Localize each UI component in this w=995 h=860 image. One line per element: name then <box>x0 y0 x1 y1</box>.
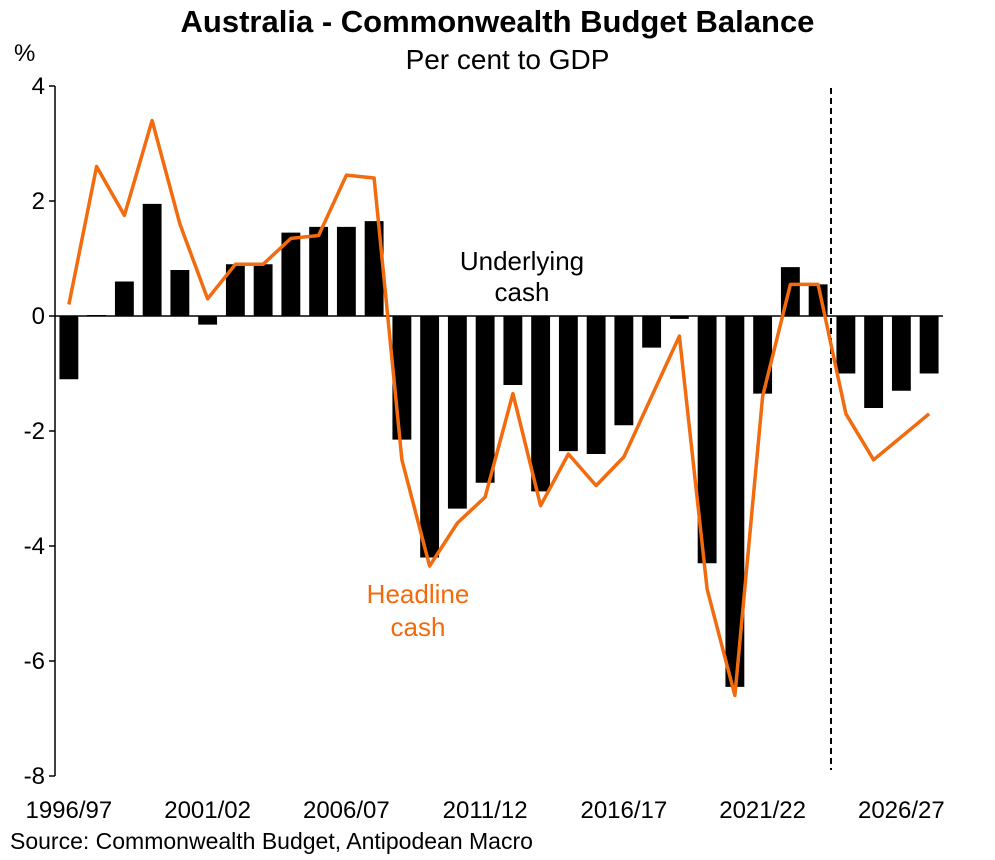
bar-2011/12 <box>475 316 495 483</box>
bar-1998/99 <box>114 281 134 316</box>
y-tick-label: 0 <box>32 303 45 330</box>
source-note: Source: Commonwealth Budget, Antipodean … <box>10 828 533 854</box>
x-tick-label: 1996/97 <box>25 797 112 824</box>
underlying-cash-label-line2: cash <box>495 277 550 307</box>
y-axis-ticks: 4 2 0 -2 -4 -6 -8 <box>24 73 55 790</box>
bar-2000/01 <box>170 270 190 316</box>
bar-2018/19 <box>669 316 689 319</box>
x-tick-label: 2026/27 <box>858 797 945 824</box>
bar-2007/08 <box>364 221 384 316</box>
bar-1999/00 <box>142 203 162 316</box>
bar-2013/14 <box>531 316 551 492</box>
bar-2020/21 <box>725 316 745 687</box>
x-tick-label: 2016/17 <box>580 797 667 824</box>
bar-2019/20 <box>697 316 717 564</box>
bar-2025/26 <box>864 316 884 408</box>
y-tick-label: 4 <box>32 73 45 100</box>
headline-cash-label-line1: Headline <box>367 579 470 609</box>
x-tick-label: 2001/02 <box>164 797 251 824</box>
x-tick-label: 2011/12 <box>443 797 528 824</box>
y-axis-label: % <box>14 40 35 67</box>
bar-2024/25 <box>836 316 856 374</box>
bar-2012/13 <box>503 316 523 385</box>
y-tick-label: -8 <box>24 763 45 790</box>
underlying-cash-label-line1: Underlying <box>460 246 584 276</box>
bar-2017/18 <box>642 316 662 348</box>
bar-2015/16 <box>586 316 606 454</box>
chart-title: Australia - Commonwealth Budget Balance <box>180 4 815 39</box>
bar-2001/02 <box>198 316 218 325</box>
bar-2014/15 <box>558 316 578 452</box>
bar-2009/10 <box>420 316 440 558</box>
x-axis-ticks: 1996/97 2001/02 2006/07 2011/12 2016/17 2021/… <box>25 797 944 824</box>
bar-2004/05 <box>281 232 301 316</box>
bar-2026/27 <box>891 316 911 391</box>
bar-2006/07 <box>336 226 356 316</box>
y-tick-label: -4 <box>24 533 45 560</box>
x-tick-label: 2021/22 <box>719 797 806 824</box>
bar-2021/22 <box>753 316 773 394</box>
x-tick-label: 2006/07 <box>303 797 390 824</box>
bar-1996/97 <box>59 316 79 380</box>
y-tick-label: -6 <box>24 648 45 675</box>
bar-2016/17 <box>614 316 634 426</box>
bar-2010/11 <box>447 316 467 509</box>
chart-subtitle: Per cent to GDP <box>405 44 610 75</box>
headline-cash-line <box>67 118 931 698</box>
y-tick-label: 2 <box>32 188 45 215</box>
headline-cash-label-line2: cash <box>391 612 446 642</box>
bar-2002/03 <box>225 264 245 316</box>
y-tick-label: -2 <box>24 418 45 445</box>
bar-2005/06 <box>309 226 329 316</box>
bar-2027/28 <box>919 316 939 374</box>
bar-2003/04 <box>253 264 273 316</box>
